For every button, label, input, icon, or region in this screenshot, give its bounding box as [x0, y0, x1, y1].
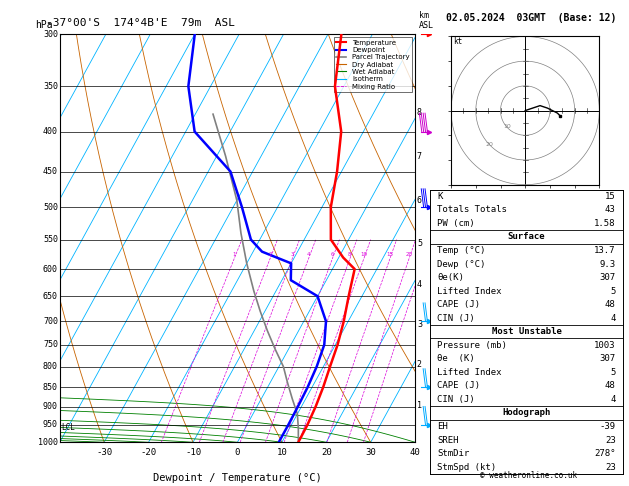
- Text: StmDir: StmDir: [437, 449, 470, 458]
- Text: 1: 1: [233, 252, 236, 257]
- Text: 900: 900: [43, 402, 58, 411]
- Text: 1: 1: [417, 401, 422, 410]
- Text: 550: 550: [43, 235, 58, 244]
- Text: θe  (K): θe (K): [437, 354, 475, 363]
- Text: 5: 5: [610, 287, 616, 295]
- Text: θe(K): θe(K): [437, 273, 464, 282]
- Text: 20: 20: [321, 449, 331, 457]
- Text: LCL: LCL: [62, 423, 75, 432]
- Text: 600: 600: [43, 264, 58, 274]
- Text: km
ASL: km ASL: [419, 11, 433, 30]
- Text: 4: 4: [307, 252, 310, 257]
- Text: 3: 3: [417, 320, 422, 329]
- Text: 23: 23: [605, 463, 616, 471]
- Text: 43: 43: [605, 206, 616, 214]
- Text: 2: 2: [417, 360, 422, 369]
- Text: 300: 300: [43, 30, 58, 38]
- Text: 2: 2: [269, 252, 272, 257]
- Text: 650: 650: [43, 292, 58, 301]
- Text: 350: 350: [43, 82, 58, 91]
- Text: kt: kt: [454, 37, 463, 46]
- Text: 20: 20: [406, 252, 413, 257]
- Text: 8: 8: [348, 252, 352, 257]
- Text: Dewpoint / Temperature (°C): Dewpoint / Temperature (°C): [153, 473, 322, 483]
- Text: 800: 800: [43, 362, 58, 371]
- Text: 40: 40: [409, 449, 421, 457]
- Text: -30: -30: [96, 449, 112, 457]
- Text: 15: 15: [605, 192, 616, 201]
- Text: Temp (°C): Temp (°C): [437, 246, 486, 255]
- Text: -37°00'S  174°4B'E  79m  ASL: -37°00'S 174°4B'E 79m ASL: [45, 18, 235, 28]
- Text: CAPE (J): CAPE (J): [437, 382, 481, 390]
- Text: K: K: [437, 192, 443, 201]
- Text: -39: -39: [599, 422, 616, 431]
- Text: CIN (J): CIN (J): [437, 395, 475, 404]
- Text: 307: 307: [599, 354, 616, 363]
- Text: 02.05.2024  03GMT  (Base: 12): 02.05.2024 03GMT (Base: 12): [447, 13, 616, 23]
- Text: hPa: hPa: [35, 20, 52, 30]
- Text: 0: 0: [235, 449, 240, 457]
- Text: 1.58: 1.58: [594, 219, 616, 228]
- Text: 400: 400: [43, 127, 58, 136]
- Text: 278°: 278°: [594, 449, 616, 458]
- Text: 30: 30: [365, 449, 376, 457]
- Text: 5: 5: [610, 368, 616, 377]
- Text: 20: 20: [486, 142, 494, 147]
- Text: Hodograph: Hodograph: [503, 408, 550, 417]
- Text: 4: 4: [610, 313, 616, 323]
- Text: 450: 450: [43, 167, 58, 176]
- Text: 307: 307: [599, 273, 616, 282]
- Text: 48: 48: [605, 382, 616, 390]
- Text: 850: 850: [43, 382, 58, 392]
- Text: 750: 750: [43, 340, 58, 349]
- Legend: Temperature, Dewpoint, Parcel Trajectory, Dry Adiabat, Wet Adiabat, Isotherm, Mi: Temperature, Dewpoint, Parcel Trajectory…: [334, 37, 411, 92]
- Text: 6: 6: [417, 196, 422, 205]
- Text: 700: 700: [43, 317, 58, 326]
- Text: 1003: 1003: [594, 341, 616, 350]
- Text: © weatheronline.co.uk: © weatheronline.co.uk: [480, 471, 577, 480]
- Text: 7: 7: [417, 153, 422, 161]
- Text: 10: 10: [360, 252, 367, 257]
- Text: 1000: 1000: [38, 438, 58, 447]
- Text: 950: 950: [43, 420, 58, 429]
- Text: Lifted Index: Lifted Index: [437, 287, 502, 295]
- Text: 4: 4: [417, 280, 422, 289]
- Text: CIN (J): CIN (J): [437, 313, 475, 323]
- Text: 10: 10: [277, 449, 287, 457]
- Text: Lifted Index: Lifted Index: [437, 368, 502, 377]
- Text: 3: 3: [291, 252, 294, 257]
- Text: Surface: Surface: [508, 232, 545, 242]
- Text: -20: -20: [140, 449, 157, 457]
- Text: 15: 15: [386, 252, 393, 257]
- Text: 8: 8: [417, 108, 422, 117]
- Text: SREH: SREH: [437, 435, 459, 445]
- Text: Pressure (mb): Pressure (mb): [437, 341, 507, 350]
- Text: 10: 10: [504, 124, 511, 129]
- Text: 4: 4: [610, 395, 616, 404]
- Text: EH: EH: [437, 422, 448, 431]
- Text: -10: -10: [185, 449, 201, 457]
- Text: 500: 500: [43, 203, 58, 212]
- Text: 13.7: 13.7: [594, 246, 616, 255]
- Text: Dewp (°C): Dewp (°C): [437, 260, 486, 268]
- Text: CAPE (J): CAPE (J): [437, 300, 481, 309]
- Text: StmSpd (kt): StmSpd (kt): [437, 463, 496, 471]
- Text: PW (cm): PW (cm): [437, 219, 475, 228]
- Text: 48: 48: [605, 300, 616, 309]
- Text: Most Unstable: Most Unstable: [491, 327, 562, 336]
- Text: 9.3: 9.3: [599, 260, 616, 268]
- Text: 23: 23: [605, 435, 616, 445]
- Text: Mixing Ratio (g/kg): Mixing Ratio (g/kg): [439, 194, 448, 282]
- Text: Totals Totals: Totals Totals: [437, 206, 507, 214]
- Text: 6: 6: [331, 252, 334, 257]
- Text: 5: 5: [417, 239, 422, 248]
